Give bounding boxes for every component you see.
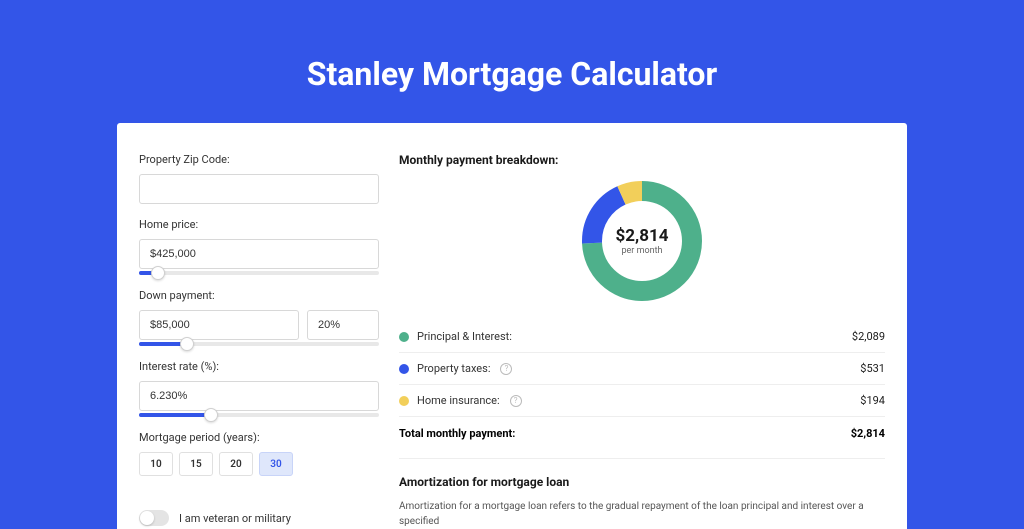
legend-dot [399,332,409,342]
down-field: Down payment: [139,289,379,346]
legend-dot [399,364,409,374]
legend-label: Principal & Interest: [417,330,512,343]
zip-label: Property Zip Code: [139,153,379,166]
down-label: Down payment: [139,289,379,302]
rate-label: Interest rate (%): [139,360,379,373]
rate-input[interactable] [139,381,379,411]
page-title: Stanley Mortgage Calculator [307,55,717,93]
legend-row: Home insurance:? $194 [399,384,885,416]
veteran-toggle[interactable] [139,510,169,526]
down-slider[interactable] [139,342,379,346]
donut-chart-wrap: $2,814 per month [399,179,885,303]
slider-thumb[interactable] [180,337,194,351]
info-icon[interactable]: ? [500,363,512,375]
legend-label: Property taxes: [417,362,490,375]
rate-slider[interactable] [139,413,379,417]
legend-value: $531 [860,362,885,375]
legend-value: $194 [860,394,885,407]
breakdown-panel: Monthly payment breakdown: $2,814 per mo… [399,153,885,529]
price-input[interactable] [139,239,379,269]
period-btn-15[interactable]: 15 [179,452,213,476]
form-panel: Property Zip Code: Home price: Down paym… [139,153,379,529]
period-btn-10[interactable]: 10 [139,452,173,476]
total-row: Total monthly payment: $2,814 [399,416,885,450]
info-icon[interactable]: ? [510,395,522,407]
total-label: Total monthly payment: [399,427,515,440]
period-field: Mortgage period (years): 10152030 [139,431,379,476]
amortization-block: Amortization for mortgage loan Amortizat… [399,458,885,529]
total-value: $2,814 [851,427,885,440]
legend-value: $2,089 [852,330,885,343]
calculator-card: Property Zip Code: Home price: Down paym… [117,123,907,529]
down-input[interactable] [139,310,299,340]
rate-field: Interest rate (%): [139,360,379,417]
price-field: Home price: [139,218,379,275]
price-slider[interactable] [139,271,379,275]
donut-chart: $2,814 per month [580,179,704,303]
breakdown-title: Monthly payment breakdown: [399,153,885,167]
legend-row: Property taxes:? $531 [399,352,885,384]
slider-thumb[interactable] [151,266,165,280]
toggle-knob [140,511,154,525]
legend-row: Principal & Interest: $2,089 [399,321,885,352]
veteran-toggle-row: I am veteran or military [139,510,379,526]
legend-label: Home insurance: [417,394,500,407]
zip-input[interactable] [139,174,379,204]
down-pct-input[interactable] [307,310,379,340]
legend: Principal & Interest: $2,089 Property taxe… [399,321,885,416]
amortization-title: Amortization for mortgage loan [399,475,885,489]
period-btn-30[interactable]: 30 [259,452,293,476]
amortization-text: Amortization for a mortgage loan refers … [399,499,885,529]
price-label: Home price: [139,218,379,231]
zip-field: Property Zip Code: [139,153,379,204]
veteran-label: I am veteran or military [179,512,291,525]
slider-thumb[interactable] [204,408,218,422]
period-label: Mortgage period (years): [139,431,379,444]
donut-amount: $2,814 [616,226,669,246]
donut-sub: per month [621,246,662,256]
period-btn-20[interactable]: 20 [219,452,253,476]
legend-dot [399,396,409,406]
